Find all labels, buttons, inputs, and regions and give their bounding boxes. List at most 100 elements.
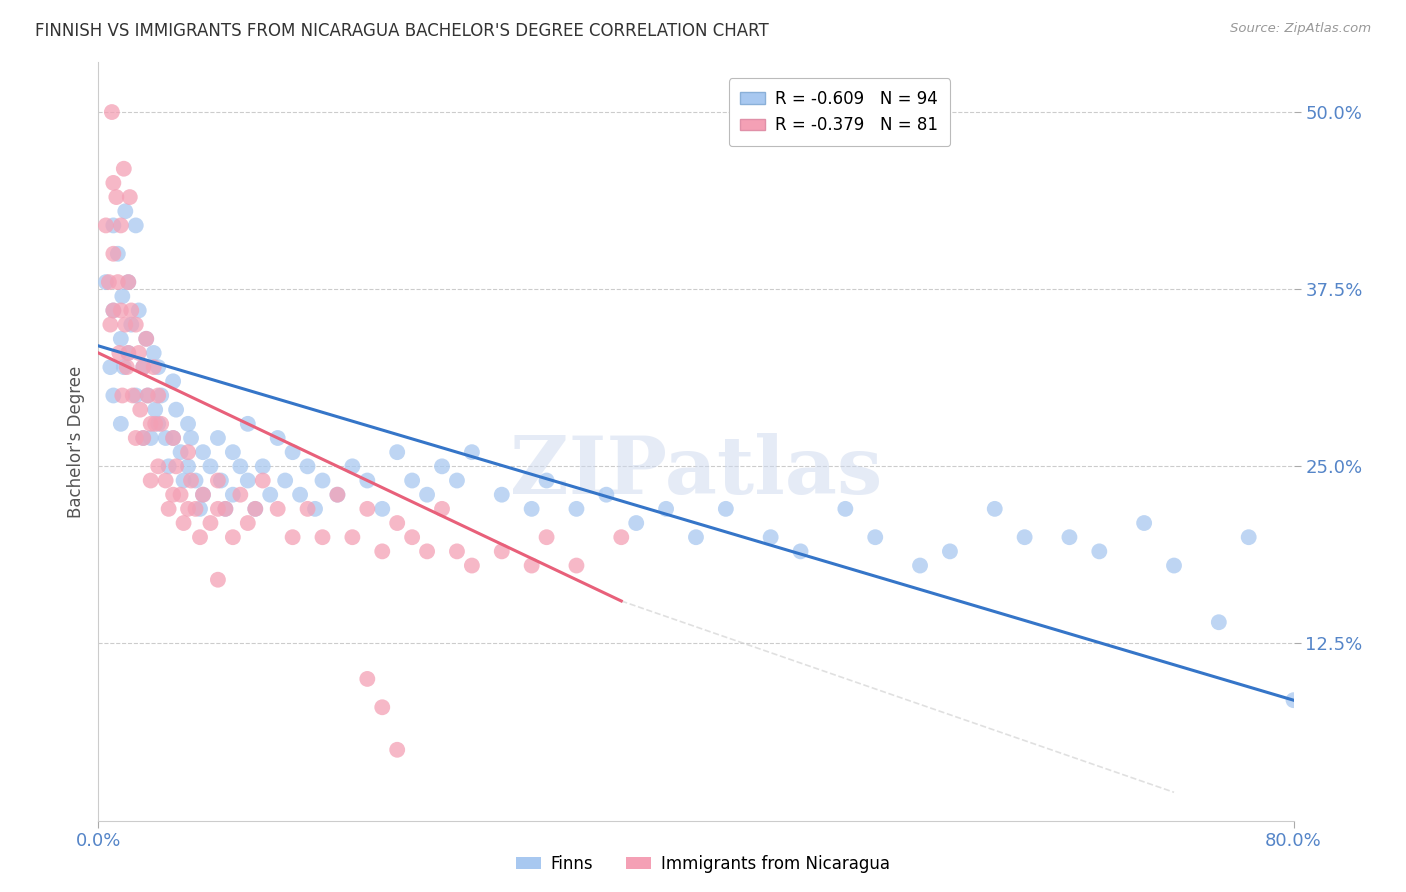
- Point: [188, 530, 211, 544]
- Point: [135, 332, 157, 346]
- Point: [1133, 516, 1156, 530]
- Point: [117, 275, 139, 289]
- Point: [139, 474, 162, 488]
- Text: FINNISH VS IMMIGRANTS FROM NICARAGUA BACHELOR'S DEGREE CORRELATION CHART: FINNISH VS IMMIGRANTS FROM NICARAGUA BAC…: [35, 22, 769, 40]
- Point: [173, 474, 195, 488]
- Point: [491, 488, 513, 502]
- Point: [1088, 544, 1111, 558]
- Point: [125, 318, 148, 332]
- Point: [207, 474, 229, 488]
- Point: [110, 219, 132, 233]
- Point: [371, 544, 394, 558]
- Point: [94, 275, 117, 289]
- Point: [120, 303, 142, 318]
- Point: [385, 445, 409, 459]
- Point: [111, 388, 134, 402]
- Point: [865, 530, 887, 544]
- Point: [267, 501, 290, 516]
- Point: [252, 459, 274, 474]
- Point: [157, 501, 180, 516]
- Point: [155, 474, 177, 488]
- Point: [150, 417, 173, 431]
- Point: [834, 501, 856, 516]
- Point: [461, 445, 484, 459]
- Point: [326, 488, 349, 502]
- Point: [125, 431, 148, 445]
- Point: [685, 530, 707, 544]
- Point: [939, 544, 962, 558]
- Point: [200, 516, 222, 530]
- Point: [162, 374, 184, 388]
- Point: [165, 402, 187, 417]
- Point: [111, 289, 134, 303]
- Point: [207, 573, 229, 587]
- Point: [461, 558, 484, 573]
- Point: [655, 501, 678, 516]
- Point: [267, 431, 290, 445]
- Point: [326, 488, 349, 502]
- Point: [536, 530, 558, 544]
- Point: [177, 417, 200, 431]
- Point: [103, 303, 125, 318]
- Point: [97, 275, 120, 289]
- Point: [430, 459, 453, 474]
- Point: [222, 488, 245, 502]
- Point: [148, 388, 170, 402]
- Point: [177, 445, 200, 459]
- Point: [908, 558, 931, 573]
- Point: [191, 488, 214, 502]
- Point: [110, 303, 132, 318]
- Point: [150, 388, 173, 402]
- Point: [416, 544, 439, 558]
- Point: [143, 402, 166, 417]
- Point: [188, 501, 211, 516]
- Point: [162, 488, 184, 502]
- Point: [229, 459, 252, 474]
- Point: [121, 388, 143, 402]
- Point: [311, 474, 333, 488]
- Point: [297, 501, 319, 516]
- Point: [385, 516, 409, 530]
- Point: [184, 474, 207, 488]
- Point: [114, 204, 136, 219]
- Point: [1282, 693, 1305, 707]
- Point: [115, 360, 138, 375]
- Point: [117, 275, 139, 289]
- Point: [1014, 530, 1036, 544]
- Point: [356, 501, 378, 516]
- Point: [142, 360, 165, 375]
- Y-axis label: Bachelor's Degree: Bachelor's Degree: [66, 366, 84, 517]
- Point: [169, 445, 191, 459]
- Point: [565, 558, 588, 573]
- Point: [108, 346, 131, 360]
- Point: [101, 105, 124, 120]
- Point: [103, 176, 125, 190]
- Point: [1059, 530, 1081, 544]
- Point: [110, 332, 132, 346]
- Legend: R = -0.609   N = 94, R = -0.379   N = 81: R = -0.609 N = 94, R = -0.379 N = 81: [728, 78, 950, 146]
- Point: [107, 246, 129, 260]
- Point: [565, 501, 588, 516]
- Point: [311, 530, 333, 544]
- Point: [128, 303, 150, 318]
- Point: [236, 516, 259, 530]
- Point: [288, 488, 311, 502]
- Point: [207, 501, 229, 516]
- Point: [430, 501, 453, 516]
- Point: [110, 417, 132, 431]
- Text: Source: ZipAtlas.com: Source: ZipAtlas.com: [1230, 22, 1371, 36]
- Point: [120, 318, 142, 332]
- Point: [148, 417, 170, 431]
- Point: [107, 275, 129, 289]
- Point: [356, 672, 378, 686]
- Point: [114, 318, 136, 332]
- Point: [105, 190, 128, 204]
- Point: [520, 558, 543, 573]
- Point: [281, 530, 304, 544]
- Point: [139, 417, 162, 431]
- Point: [162, 431, 184, 445]
- Point: [118, 190, 141, 204]
- Point: [177, 501, 200, 516]
- Text: ZIPatlas: ZIPatlas: [510, 433, 882, 511]
- Point: [385, 743, 409, 757]
